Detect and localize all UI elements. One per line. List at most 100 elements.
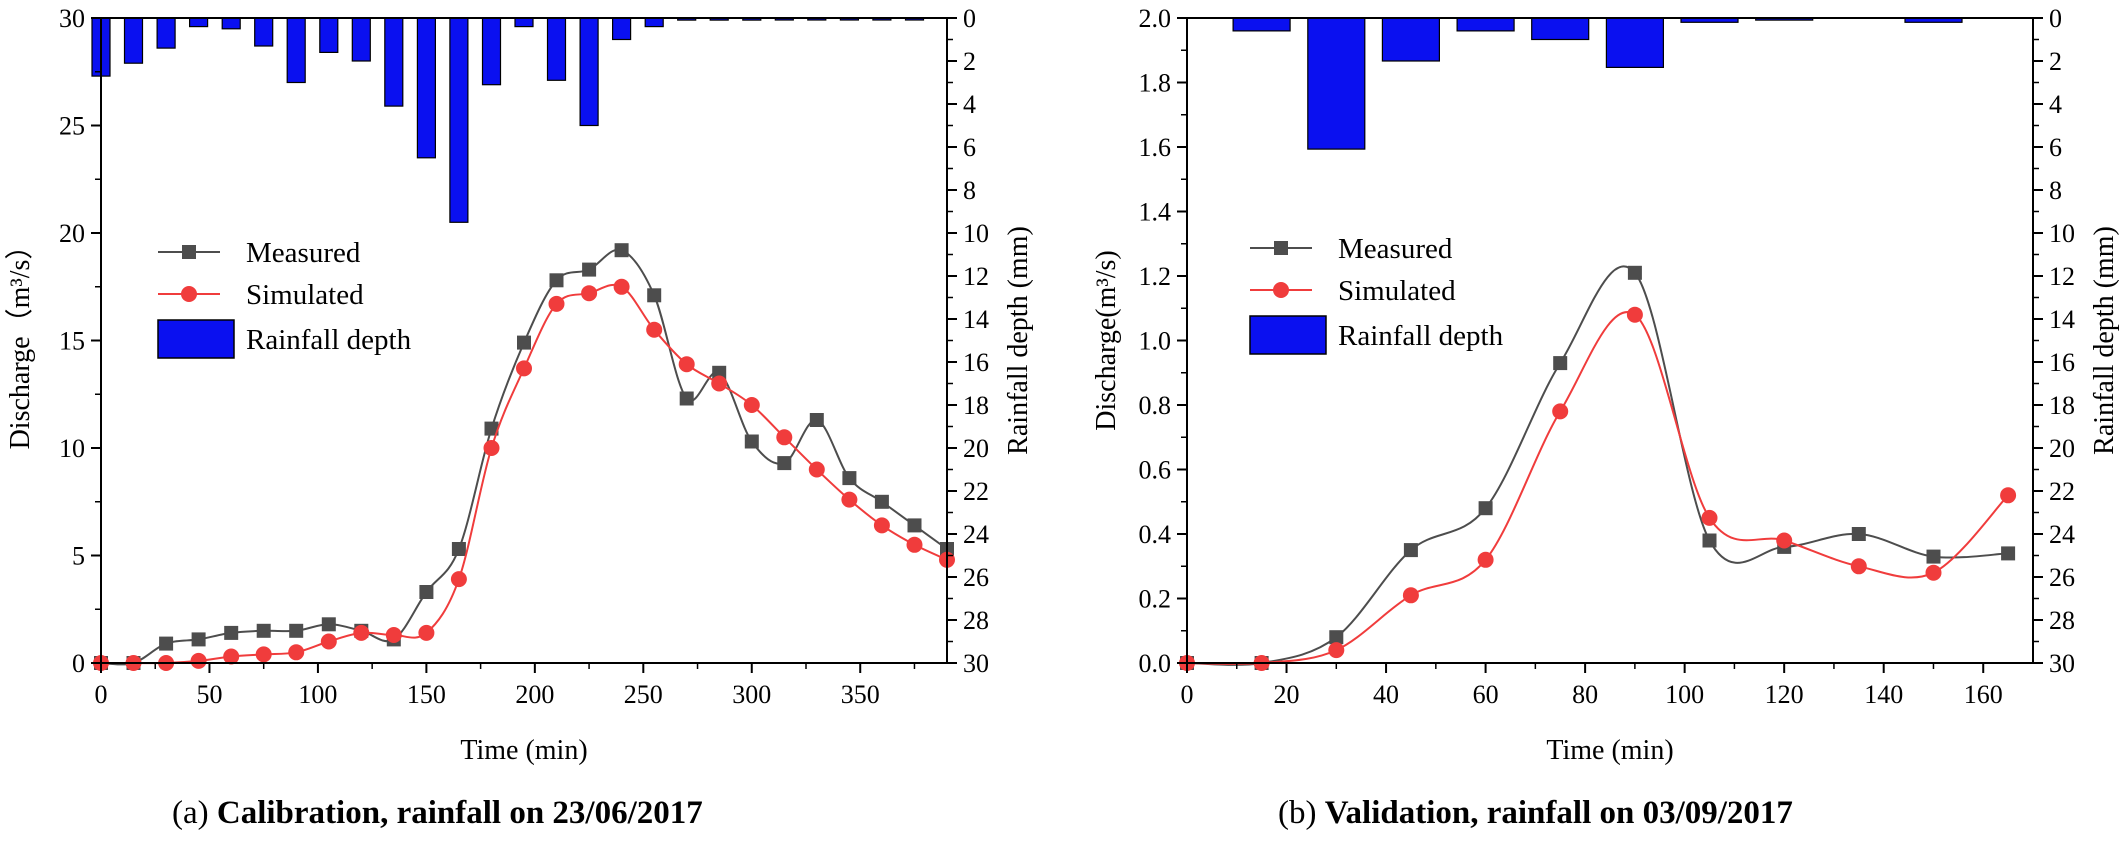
chart-a-measured-point [289,623,304,638]
chart-a-x-tick-label: 300 [732,680,771,709]
chart-a-measured-point [744,434,759,449]
chart-a-legend: Measured Simulated Rainfall depth [157,237,412,359]
chart-a-measured-point [809,413,824,427]
chart-a-legend-rainfall-swatch [157,319,235,359]
chart-a-x-tick-label: 100 [298,680,337,709]
chart-a-x-tick-label: 350 [841,680,880,709]
chart-b-measured-point [1478,501,1493,516]
chart-b-measured-point [1329,630,1344,645]
chart-a-rain-bar [189,17,209,28]
chart-a-simulated-point [808,461,825,478]
chart-b-x-tick-label: 80 [1572,680,1598,709]
chart-b-y-tick-label: 0.8 [1139,391,1172,420]
chart-a-rain-bar [123,17,144,64]
chart-a-rain-bar [449,17,469,223]
chart-b-measured-point [1851,527,1866,541]
chart-a-measured-point [549,273,564,288]
chart-b-simulated-point [1626,306,1643,323]
chart-b-x-tick-label: 160 [1964,680,2003,709]
chart-b-y2-tick-label: 16 [2049,348,2075,377]
chart-b-y2-tick-label: 14 [2049,305,2075,334]
chart-a-rain-bar [156,17,176,49]
chart-b-x-tick-label: 60 [1473,680,1499,709]
chart-a-simulated-point [613,278,630,295]
chart-b-simulated-point [1776,532,1793,549]
chart-b-x-tick-label: 0 [1181,680,1194,709]
caption-a: (a) Calibration, rainfall on 23/06/2017 [172,795,703,832]
chart-a-rain-bar [254,17,274,47]
chart-a-y-tick-label: 25 [59,112,85,141]
chart-b-legend-simulated-label: Simulated [1338,275,1456,307]
chart-a-simulated-point [678,356,695,373]
chart-b-y2-tick-label: 0 [2049,4,2062,33]
chart-b-measured-point [1553,356,1568,371]
chart-b-y-tick-label: 1.6 [1139,133,1172,162]
chart-a-measured-point [451,542,466,556]
chart-a-x-tick-label: 0 [95,680,108,709]
chart-a-measured-point [777,456,792,471]
caption-b: (b) Validation, rainfall on 03/09/2017 [1278,795,1793,832]
chart-a-y2-tick-label: 20 [963,434,989,463]
chart-a-measured-point [419,585,434,599]
chart-b-y2-tick-label: 26 [2049,563,2075,592]
chart-b-rain-bar [1456,17,1515,32]
chart-b-simulated-point [1701,509,1718,526]
chart-a-measured-point [647,288,662,303]
chart-a-y2-tick-label: 28 [963,606,989,635]
caption-b-text: Validation, rainfall on 03/09/2017 [1324,795,1793,831]
chart-a-legend-simulated-swatch [181,286,197,302]
chart-b-y2-tick-label: 30 [2049,649,2075,678]
chart-a-y2-tick-label: 6 [963,133,976,162]
chart-a-simulated-point [581,285,598,302]
chart-b-y2-tick-label: 10 [2049,219,2075,248]
chart-a-y-tick-label: 20 [59,219,85,248]
chart-a-measured-point [484,421,499,436]
chart-a-measured-point [679,391,694,406]
chart-a-rain-bar [319,17,339,54]
chart-a-y2-tick-label: 16 [963,348,989,377]
chart-a-x-axis-title: Time (min) [460,735,587,766]
chart-a-simulated-point [255,646,272,663]
chart-b-simulated-point [1925,564,1942,581]
chart-b-y2-tick-label: 4 [2049,90,2062,119]
chart-a-legend-rainfall-label: Rainfall depth [246,324,412,356]
chart-a-y2-tick-label: 10 [963,219,989,248]
chart-b-simulated-point [1402,587,1419,604]
chart-a-simulated-point [646,321,663,338]
chart-b-y2-tick-label: 2 [2049,47,2062,76]
chart-a-simulated-point [385,627,402,643]
chart-a-measured-point [517,335,531,350]
chart-b-y-tick-label: 1.4 [1139,198,1172,227]
chart-a-rain-bar [546,17,567,81]
chart-a-simulated-point [711,375,728,392]
chart-b-simulated-point [1552,403,1569,420]
chart-b-simulated-point [1850,558,1867,575]
chart-a-measured-point [614,243,629,258]
chart-a-y2-tick-label: 4 [963,90,976,119]
chart-b-measured-point [1627,265,1642,280]
chart-a-simulated-point [450,571,467,588]
chart-b-y-tick-label: 1.0 [1139,327,1172,356]
chart-b-legend: Measured Simulated Rainfall depth [1249,233,1504,355]
chart-b-rain-bar [1531,17,1590,41]
chart-a-rain-bar [416,17,436,159]
chart-b-rain-bar [1307,17,1366,150]
chart-b-y-tick-label: 2.0 [1139,4,1172,33]
chart-a-measured-point [874,494,889,509]
chart-b-rain-bar [1232,17,1291,32]
chart-b-x-tick-label: 140 [1864,680,1903,709]
chart-a-y2-tick-label: 24 [963,520,989,549]
chart-a-y2-axis-title: Rainfall depth (mm) [1003,226,1034,455]
chart-b-y-tick-label: 1.2 [1139,262,1172,291]
chart-a-y2-tick-label: 14 [963,305,989,334]
chart-a-x-tick-label: 200 [515,680,554,709]
chart-a-y2-tick-label: 0 [963,4,976,33]
chart-a-x-tick-label: 50 [196,680,222,709]
chart-b-y2-tick-label: 28 [2049,606,2075,635]
chart-a-y-tick-label: 0 [72,649,85,678]
chart-a-measured-point [712,365,727,380]
chart-b-x-tick-label: 40 [1373,680,1399,709]
chart-a-legend-measured-label: Measured [246,237,361,269]
chart-a-y-tick-label: 10 [59,434,85,463]
